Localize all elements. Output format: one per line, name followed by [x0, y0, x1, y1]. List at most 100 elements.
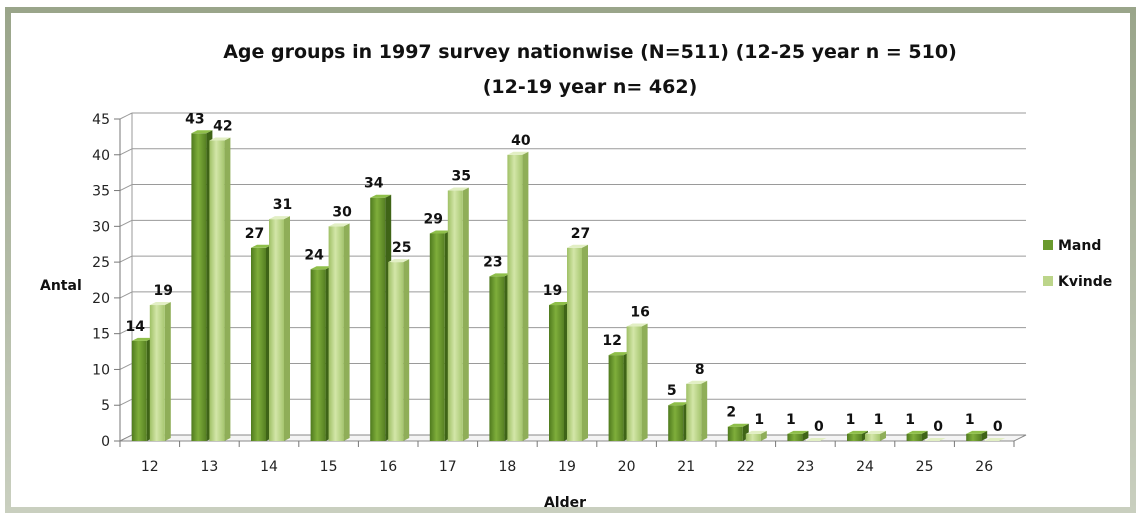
bar-side: [981, 430, 988, 441]
bar-top: [787, 430, 809, 434]
bar-mand: [429, 230, 451, 441]
legend-label-mand: Mand: [1058, 238, 1101, 254]
bar-top: [131, 337, 153, 341]
bar-front: [149, 305, 165, 441]
x-tick-label: 22: [737, 459, 755, 475]
legend-swatch-kvinde: [1043, 276, 1053, 286]
y-tick-label: 40: [92, 148, 110, 164]
bar-front: [745, 433, 761, 441]
y-tick-label: 15: [92, 327, 110, 343]
data-label-mand: 24: [304, 247, 324, 263]
bar-mand: [489, 273, 511, 441]
gridline-side: [119, 148, 133, 156]
bar-front: [608, 355, 624, 441]
bar-kvinde: [567, 244, 588, 441]
gridline-side: [119, 219, 133, 227]
bar-side: [343, 223, 350, 441]
data-label-mand: 12: [602, 333, 621, 349]
bar-front: [429, 233, 445, 441]
data-label-kvinde: 1: [754, 412, 764, 428]
bar-front: [727, 426, 743, 441]
data-label-mand: 19: [543, 283, 562, 299]
data-label-mand: 23: [483, 254, 502, 270]
bar-kvinde: [149, 302, 171, 441]
bar-top: [149, 302, 171, 306]
bar-front: [549, 305, 564, 441]
bar-kvinde: [209, 137, 231, 441]
bar-mand: [370, 194, 392, 441]
bar-kvinde: [686, 380, 708, 441]
x-tick-label: 18: [498, 459, 516, 475]
bar-mand: [668, 402, 690, 441]
data-label-kvinde: 42: [213, 118, 232, 134]
bar-top: [429, 230, 451, 234]
bar-kvinde: [328, 223, 350, 441]
x-tick-label: 13: [200, 459, 218, 475]
bar-side: [880, 430, 886, 441]
bar-top: [805, 438, 827, 441]
bar-top: [209, 137, 231, 141]
bar-side: [164, 302, 171, 441]
x-tick-label: 25: [916, 459, 934, 475]
bar-front: [847, 433, 862, 441]
y-tick-label: 0: [101, 434, 110, 450]
x-tick-label: 21: [677, 459, 695, 475]
bar-front: [626, 326, 642, 441]
x-tick-label: 26: [975, 459, 993, 475]
data-label-kvinde: 40: [511, 133, 531, 149]
data-label-mand: 43: [185, 111, 204, 127]
bar-mand: [906, 430, 928, 441]
bar-side: [462, 187, 469, 441]
bar-side: [802, 430, 809, 441]
bar-side: [284, 216, 290, 441]
bar-top: [549, 302, 570, 306]
data-label-kvinde: 0: [814, 419, 824, 435]
bar-kvinde: [805, 438, 827, 441]
x-tick-label: 12: [141, 459, 159, 475]
bar-mand: [966, 430, 988, 441]
bar-top: [447, 187, 469, 191]
x-tick-label: 23: [796, 459, 814, 475]
gridline-side: [119, 327, 133, 335]
y-tick-label: 20: [92, 291, 110, 307]
bar-top: [567, 244, 588, 248]
bar-mand: [131, 337, 153, 441]
bar-mand: [191, 130, 213, 442]
bar-front: [787, 433, 803, 441]
bar-kvinde: [626, 323, 648, 441]
bar-front: [131, 340, 147, 441]
bar-top: [310, 266, 332, 270]
chart-title-line2: (12-19 year n= 462): [483, 76, 698, 98]
x-tick-label: 14: [260, 459, 278, 475]
bar-top: [370, 194, 392, 198]
gridline-side: [119, 184, 133, 192]
bar-top: [966, 430, 988, 434]
bar-top: [328, 223, 350, 227]
x-axis-label: Alder: [544, 495, 586, 511]
data-label-mand: 5: [667, 383, 677, 399]
data-label-kvinde: 1: [874, 412, 884, 428]
bar-front: [269, 219, 284, 441]
data-label-kvinde: 19: [154, 283, 173, 299]
data-label-kvinde: 0: [933, 419, 943, 435]
bar-top: [865, 430, 886, 434]
data-label-kvinde: 35: [452, 169, 471, 185]
data-label-kvinde: 16: [630, 305, 649, 321]
x-tick-label: 16: [379, 459, 397, 475]
bar-top: [745, 430, 767, 434]
bar-front: [906, 433, 922, 441]
bar-side: [641, 323, 648, 441]
bar-top: [626, 323, 648, 327]
bar-front: [370, 197, 386, 441]
gridline-side: [119, 398, 133, 406]
bar-kvinde: [984, 438, 1006, 441]
legend-label-kvinde: Kvinde: [1058, 274, 1112, 290]
data-label-mand: 34: [364, 176, 384, 192]
bar-mand: [251, 244, 272, 441]
bar-mand: [727, 423, 749, 441]
data-label-kvinde: 0: [993, 419, 1003, 435]
bar-mand: [310, 266, 332, 441]
bar-top: [388, 259, 410, 263]
gridline-side: [119, 112, 133, 120]
